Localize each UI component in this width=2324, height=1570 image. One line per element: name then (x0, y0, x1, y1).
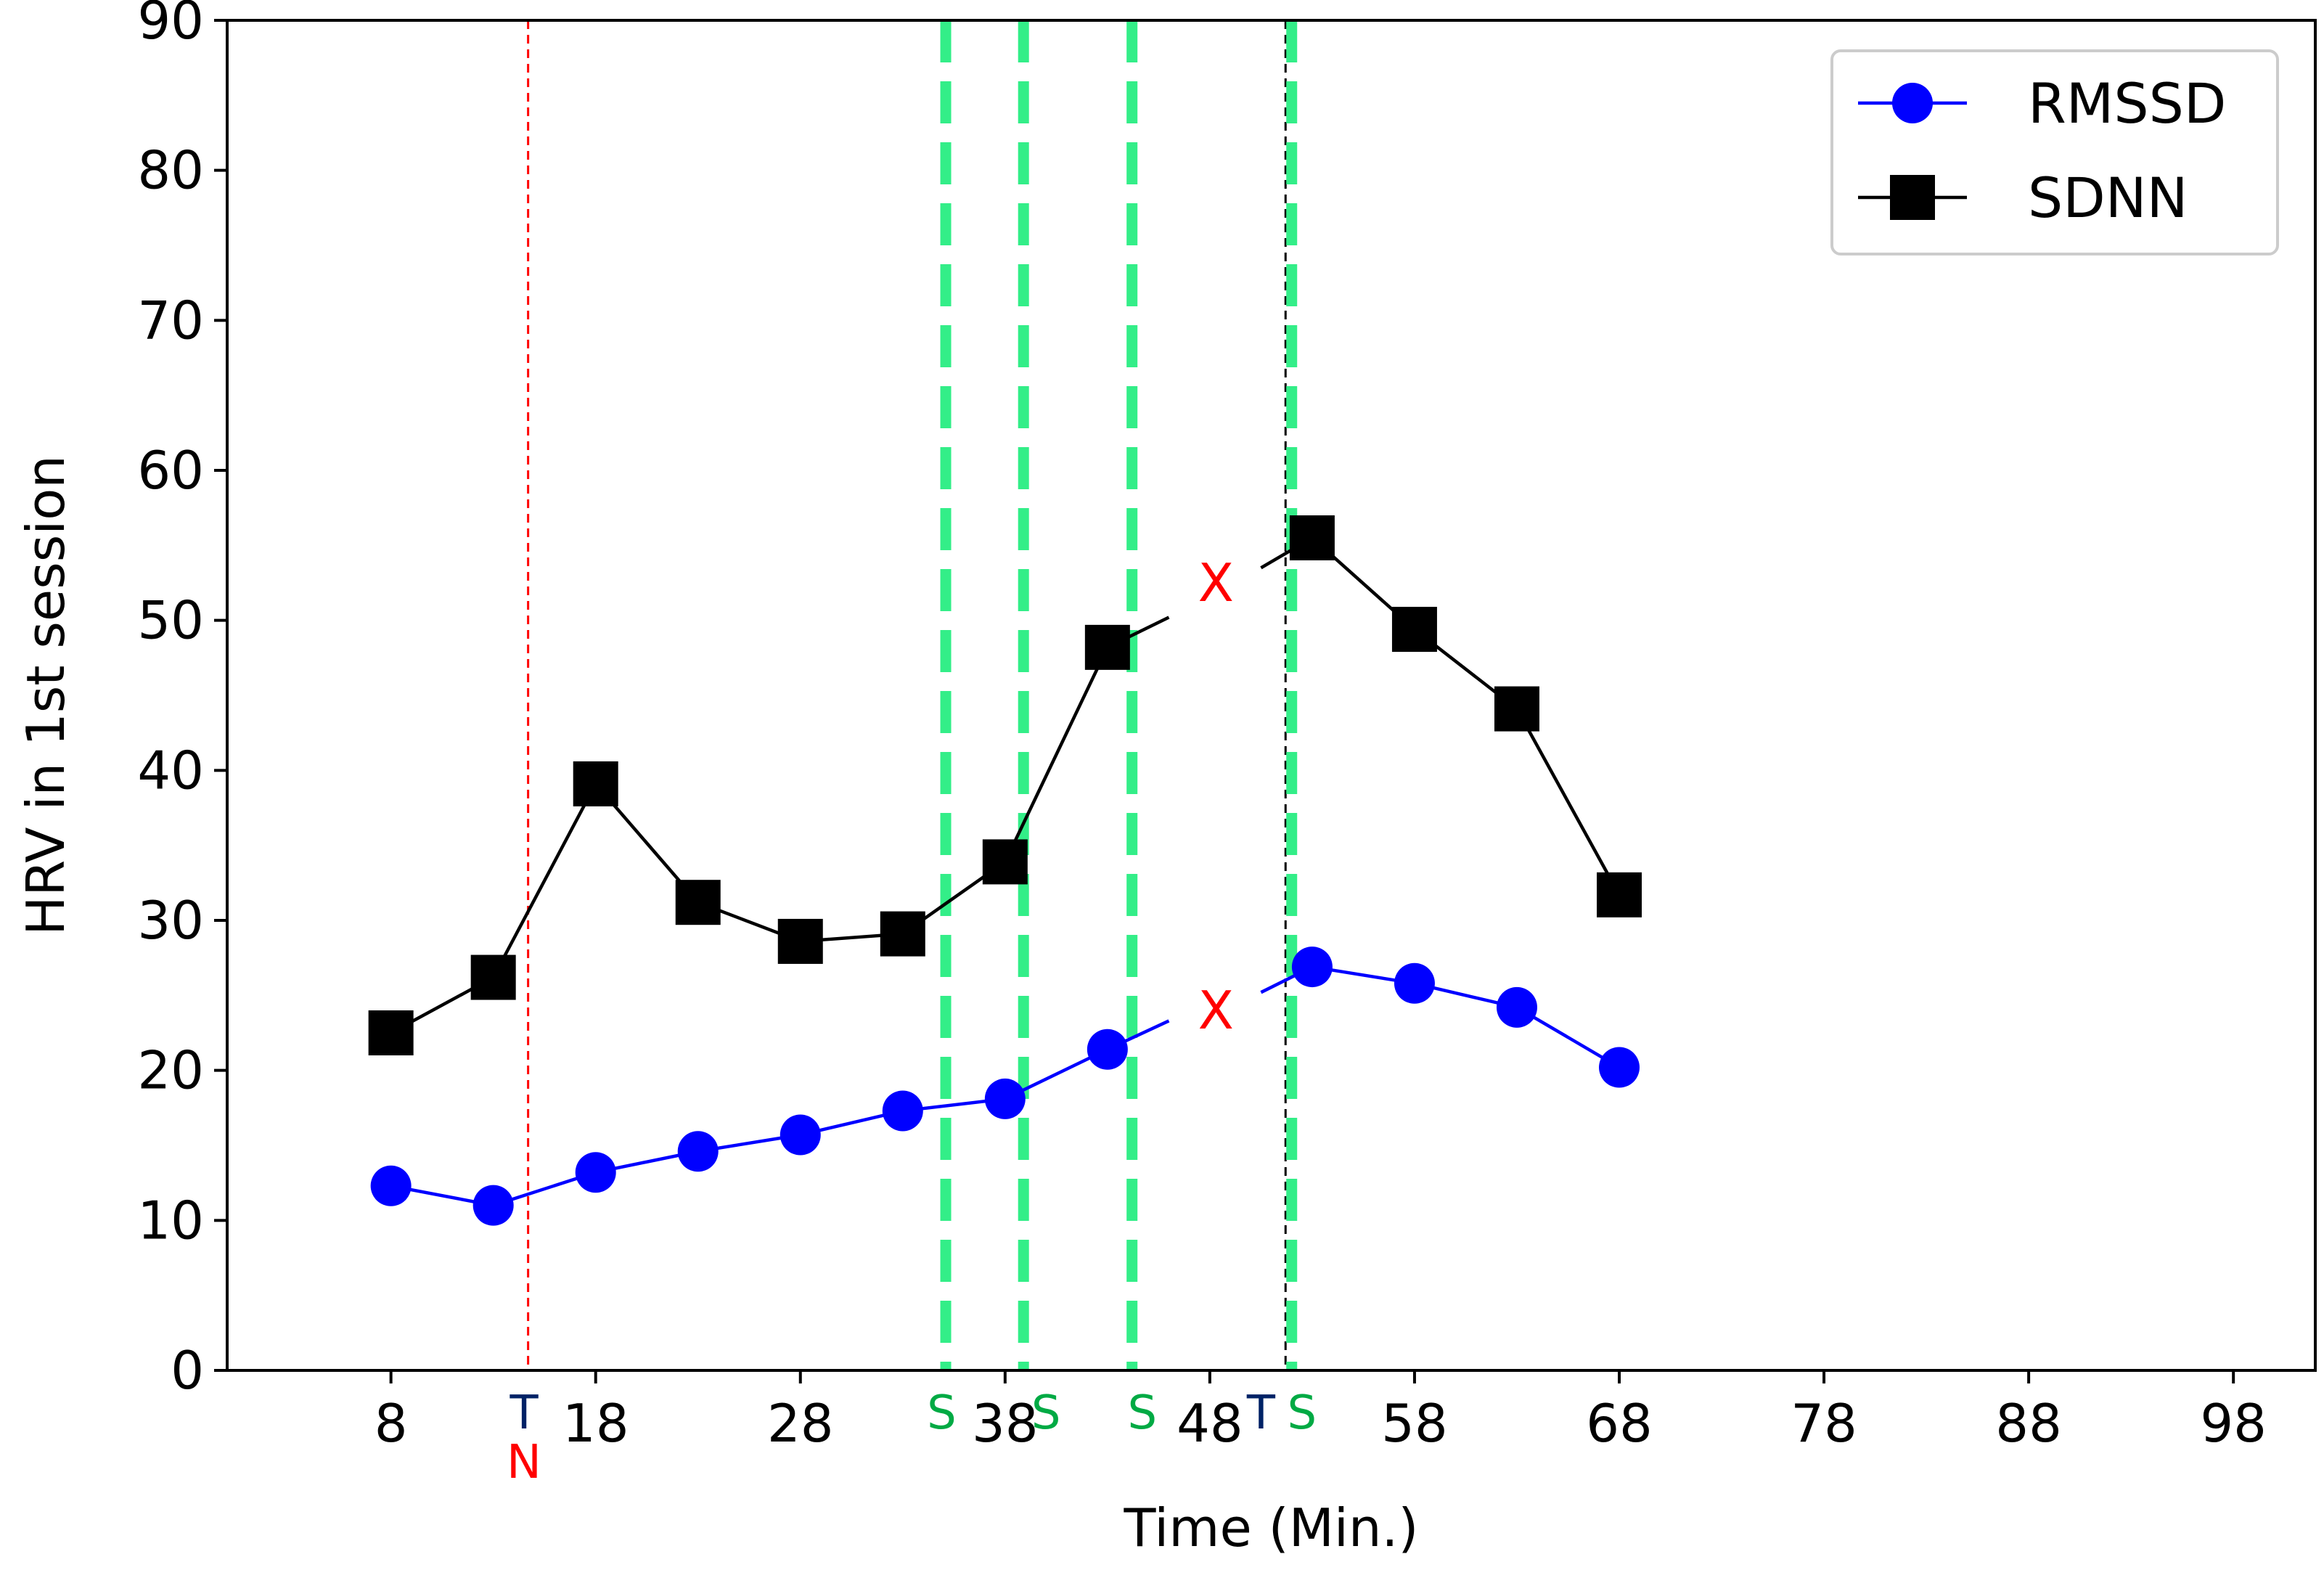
rmssd-point-7 (1087, 1029, 1128, 1070)
y-tick-label-5: 50 (137, 590, 204, 651)
y-tick-label-4: 40 (137, 740, 204, 801)
sdnn-point-0 (368, 1010, 414, 1055)
sdnn-point-1 (470, 954, 516, 1000)
y-tick-label-1: 10 (137, 1190, 204, 1251)
sdnn-point-4 (777, 918, 823, 964)
missing-value-markers: XX (1198, 552, 1234, 1041)
y-tick-label-3: 30 (137, 890, 204, 951)
y-tick-label-0: 0 (171, 1340, 204, 1401)
missing-marker-0: X (1198, 552, 1234, 613)
x-tick-label-0: 8 (375, 1393, 408, 1454)
x-tick-label-5: 58 (1381, 1393, 1448, 1454)
sdnn-point-5 (880, 911, 925, 957)
legend-label-0: RMSSD (2028, 71, 2226, 136)
rmssd-point-2 (575, 1152, 616, 1193)
rmssd-point-6 (984, 1078, 1026, 1119)
rmssd-point-5 (882, 1090, 923, 1132)
axis-annotation-1: N (507, 1436, 541, 1489)
x-tick-label-6: 68 (1586, 1393, 1653, 1454)
y-tick-label-6: 60 (137, 440, 204, 501)
axis-annotation-2: S (927, 1386, 957, 1440)
y-tick-label-8: 80 (137, 140, 204, 201)
x-tick-label-8: 88 (1995, 1393, 2062, 1454)
x-tick-label-7: 78 (1791, 1393, 1857, 1454)
x-tick-label-3: 38 (972, 1393, 1039, 1454)
sdnn-point-11 (1597, 872, 1642, 917)
sdnn-point-2 (573, 761, 618, 806)
vertical-event-lines (527, 20, 1298, 1370)
series-group (368, 515, 1642, 1226)
axis-annotation-6: S (1287, 1386, 1317, 1440)
axis-annotation-3: S (1031, 1386, 1061, 1440)
rmssd-point-3 (677, 1131, 719, 1172)
sdnn-point-9 (1391, 607, 1437, 653)
legend-label-1: SDNN (2028, 165, 2188, 230)
y-tick-label-7: 70 (137, 290, 204, 351)
rmssd-point-9 (1394, 962, 1435, 1004)
rmssd-point-8 (1291, 947, 1333, 988)
sdnn-point-10 (1494, 686, 1539, 732)
sdnn-point-3 (675, 880, 721, 925)
rmssd-point-1 (472, 1185, 514, 1226)
missing-marker-1: X (1198, 980, 1234, 1041)
plot-frame (226, 19, 2317, 1372)
sdnn-point-7 (1084, 624, 1130, 670)
axis-annotation-5: T (1246, 1386, 1276, 1440)
series-sdnn (368, 515, 1642, 1055)
y-axis-title: HRV in 1st session (15, 455, 76, 936)
x-tick-label-9: 98 (2200, 1393, 2267, 1454)
y-axis-ticks: 0 10 20 30 40 50 60 70 80 90 (137, 0, 227, 1401)
x-axis-title: Time (Min.) (1124, 1497, 1419, 1558)
x-tick-label-1: 18 (562, 1393, 629, 1454)
series-rmssd (370, 947, 1640, 1226)
x-axis-ticks: 8 18 28 38 48 58 68 78 88 98 (375, 1370, 2267, 1454)
axis-annotation-4: S (1127, 1386, 1157, 1440)
legend-marker-0 (1892, 83, 1933, 123)
rmssd-point-10 (1496, 986, 1537, 1028)
axis-annotation-0: T (509, 1386, 539, 1440)
legend-marker-1 (1890, 175, 1935, 220)
sdnn-point-8 (1289, 515, 1335, 560)
sdnn-point-6 (982, 839, 1028, 885)
legend: RMSSD SDNN (1830, 49, 2279, 255)
x-tick-label-4: 48 (1177, 1393, 1243, 1454)
rmssd-point-11 (1599, 1047, 1640, 1088)
rmssd-point-4 (780, 1114, 821, 1156)
x-tick-label-2: 28 (767, 1393, 834, 1454)
y-tick-label-2: 20 (137, 1040, 204, 1101)
axis-annotations: TNS S S T S (507, 1386, 1317, 1489)
rmssd-point-0 (370, 1165, 412, 1206)
y-tick-label-9: 90 (137, 0, 204, 51)
